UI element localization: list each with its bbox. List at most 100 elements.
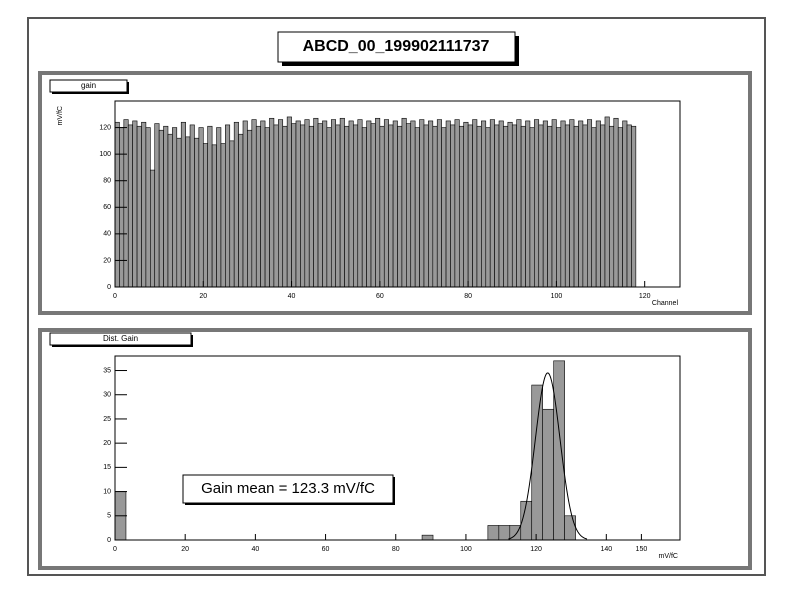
histogram-bar [247, 129, 253, 288]
histogram-bar [313, 117, 319, 288]
histogram-bar [556, 127, 562, 288]
y-tick-label: 120 [99, 124, 111, 131]
histogram-bar [180, 121, 186, 288]
histogram-bar [476, 125, 482, 288]
y-tick-label: 80 [103, 178, 111, 185]
histogram-bar [370, 123, 376, 288]
y-tick-label: 40 [103, 231, 111, 238]
y-tick-label: 0 [107, 284, 111, 291]
x-tick-label: 20 [199, 293, 207, 300]
histogram-bar [531, 384, 543, 541]
histogram-bar [233, 121, 239, 288]
histogram-bar [242, 120, 248, 288]
plot-frame [114, 355, 681, 541]
histogram-bar [481, 120, 487, 288]
histogram-bar [163, 125, 169, 288]
title-box [277, 31, 516, 63]
histogram-bar [626, 124, 632, 288]
histogram-bar [622, 120, 628, 288]
histogram-bar [591, 127, 597, 288]
histogram-bar [260, 120, 266, 288]
histogram-bar [383, 119, 389, 288]
histogram-bar [419, 119, 425, 288]
y-tick-label: 0 [107, 537, 111, 544]
histogram-bar [421, 534, 434, 541]
histogram-bar [308, 125, 314, 288]
histogram-bar [375, 117, 381, 288]
histogram-bar [547, 125, 553, 288]
histogram-bar [176, 137, 182, 288]
histogram-bar [194, 137, 200, 288]
y-tick-label: 15 [103, 464, 111, 471]
histogram-bar [304, 119, 310, 288]
histogram-bar [587, 119, 593, 288]
histogram-bar [123, 119, 129, 288]
histogram-bar [604, 116, 610, 288]
histogram-bar [542, 120, 548, 288]
y-tick-label: 20 [103, 440, 111, 447]
x-tick-label: 120 [530, 546, 542, 553]
histogram-bar [542, 408, 554, 541]
histogram-bar [127, 124, 133, 288]
x-tick-label: 80 [392, 546, 400, 553]
histogram-bar [613, 117, 619, 288]
x-tick-label: 120 [639, 293, 651, 300]
x-axis-label: mV/fC [659, 553, 678, 560]
histogram-bar [150, 169, 156, 288]
y-tick-label: 5 [107, 513, 111, 520]
histogram-bar [578, 120, 584, 288]
histogram-bar [582, 124, 588, 288]
histogram-bar [295, 120, 301, 288]
fit-curve [508, 372, 588, 540]
pad-title-box [49, 79, 128, 93]
histogram-bar [300, 124, 306, 288]
x-tick-label: 40 [251, 546, 259, 553]
histogram-bar [322, 120, 328, 288]
histogram-bar [238, 133, 244, 288]
histogram-bar [498, 120, 504, 288]
histogram-bar [220, 143, 226, 288]
histogram-bar [467, 124, 473, 288]
histogram-bar [485, 127, 491, 288]
x-tick-label: 100 [460, 546, 472, 553]
histogram-bar [551, 119, 557, 288]
histogram-bar [503, 125, 509, 288]
histogram-bar [560, 120, 566, 288]
histogram-bar [463, 121, 469, 288]
histogram-bar [494, 124, 500, 288]
histogram-bar [207, 125, 213, 288]
histogram-bar [397, 125, 403, 288]
y-tick-label: 10 [103, 488, 111, 495]
histogram-bar [154, 123, 160, 288]
histogram-bar [145, 127, 151, 288]
histogram-bar [538, 124, 544, 288]
pad-title: Dist. Gain [103, 334, 138, 343]
histogram-bar [361, 127, 367, 288]
histogram-bar [569, 119, 575, 288]
histogram-bar [564, 124, 570, 288]
histogram-bar [617, 127, 623, 288]
histogram-bar [132, 120, 138, 288]
plot-frame [114, 100, 681, 288]
x-tick-label: 40 [288, 293, 296, 300]
histogram-bar [609, 125, 615, 288]
histogram-bar [406, 123, 412, 288]
histogram-bar [330, 119, 337, 288]
x-tick-label: 20 [181, 546, 189, 553]
histogram-bar [445, 120, 451, 288]
x-axis-label: Channel [652, 300, 679, 307]
histogram-bar [291, 123, 297, 288]
histogram-bar [317, 123, 323, 288]
histogram-bar [507, 121, 513, 288]
pad-title: gain [81, 81, 96, 90]
histogram-bar [348, 120, 354, 288]
histogram-bar [136, 125, 142, 288]
histogram-bar [564, 515, 576, 541]
histogram-bar [255, 125, 261, 288]
histogram-bar [167, 133, 173, 288]
histogram-bar [423, 124, 429, 288]
histogram-bar [339, 117, 345, 288]
histogram-bar [286, 116, 292, 288]
y-tick-label: 20 [103, 257, 111, 264]
